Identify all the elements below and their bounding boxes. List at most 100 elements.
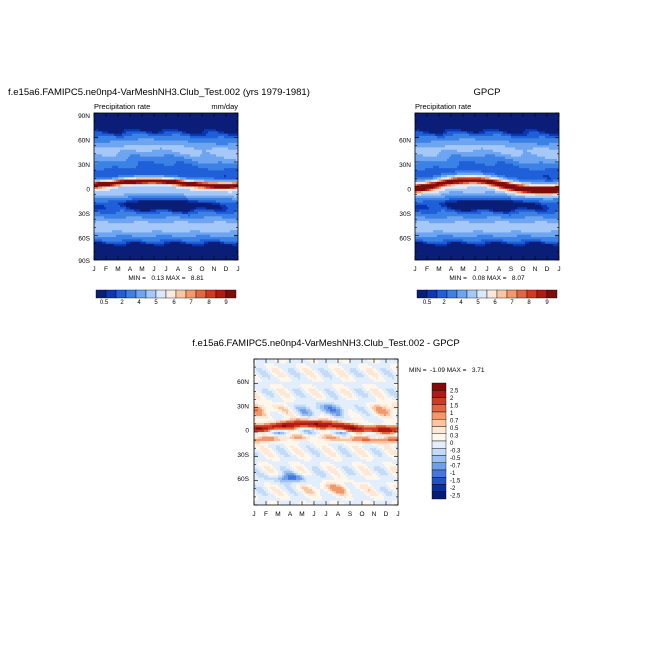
field-cell (192, 191, 195, 194)
field-cell (94, 248, 97, 252)
field-cell (144, 115, 147, 118)
field-cell (194, 115, 197, 118)
field-cell (206, 257, 209, 260)
field-cell (212, 227, 215, 231)
field-cell (234, 234, 237, 238)
field-cell (222, 237, 225, 240)
field-cell (160, 181, 163, 185)
field-cell (132, 230, 135, 233)
field-cell (218, 165, 221, 169)
field-cell (200, 227, 203, 231)
field-cell (222, 145, 225, 148)
field-cell (198, 209, 201, 213)
field-cell (236, 250, 238, 254)
field-cell (226, 227, 229, 231)
field-cell (437, 113, 440, 116)
field-cell (220, 158, 223, 162)
field-cell (194, 186, 197, 190)
field-cell (124, 230, 127, 233)
field-cell (128, 126, 131, 130)
field-cell (200, 195, 203, 199)
field-cell (220, 216, 223, 220)
field-cell (96, 225, 99, 229)
field-cell (212, 165, 215, 169)
field-cell (94, 147, 97, 151)
field-cell (114, 158, 117, 162)
field-cell (140, 186, 143, 190)
field-cell (172, 184, 175, 187)
field-cell (170, 193, 173, 197)
field-cell (194, 253, 197, 256)
field-cell (120, 168, 123, 171)
field-cell (128, 147, 131, 151)
field-cell (174, 218, 177, 222)
field-cell (433, 115, 436, 118)
field-cell (184, 255, 187, 259)
field-cell (100, 225, 103, 229)
colorbar-label: 0.5 (100, 300, 109, 306)
field-cell (100, 253, 103, 256)
field-cell (148, 197, 151, 201)
field-cell (158, 138, 161, 141)
field-cell (114, 122, 117, 125)
field-cell (120, 214, 123, 217)
field-cell (154, 237, 157, 240)
field-cell (170, 175, 173, 178)
field-cell (220, 237, 223, 240)
field-cell (102, 133, 105, 137)
field-cell (236, 133, 238, 137)
field-cell (160, 209, 163, 213)
field-cell (142, 145, 145, 148)
field-cell (104, 133, 107, 137)
field-cell (142, 138, 145, 141)
field-cell (128, 172, 131, 176)
field-cell (142, 142, 145, 146)
field-cell (170, 177, 173, 180)
field-cell (100, 191, 103, 194)
field-cell (108, 193, 111, 197)
field-cell (152, 243, 155, 247)
field-cell (202, 170, 205, 174)
field-cell (176, 202, 179, 206)
field-cell (140, 209, 143, 213)
field-cell (202, 142, 205, 146)
field-cell (96, 207, 99, 210)
field-cell (230, 246, 233, 249)
field-cell (118, 133, 121, 137)
field-cell (138, 163, 141, 167)
field-cell (184, 188, 187, 192)
field-cell (210, 188, 213, 192)
field-cell (108, 204, 111, 208)
field-cell (198, 220, 201, 224)
field-cell (136, 223, 139, 226)
field-cell (116, 223, 119, 226)
field-cell (172, 195, 175, 199)
colorbar-swatch (165, 289, 177, 299)
field-cell (136, 152, 139, 155)
field-cell (102, 243, 105, 247)
field-cell (124, 243, 127, 247)
field-cell (114, 218, 117, 222)
field-cell (100, 230, 103, 233)
field-cell (234, 172, 237, 176)
field-cell (138, 207, 141, 210)
field-cell (232, 149, 235, 153)
field-cell (214, 145, 217, 148)
field-cell (154, 135, 157, 139)
field-cell (218, 250, 221, 254)
field-cell (98, 253, 101, 256)
field-cell (232, 218, 235, 222)
field-cell (162, 179, 165, 183)
field-cell (180, 175, 183, 178)
field-cell (176, 154, 179, 157)
field-cell (531, 117, 534, 121)
field-cell (186, 152, 189, 155)
field-cell (196, 207, 199, 210)
field-cell (176, 248, 179, 252)
field-cell (96, 223, 99, 226)
field-cell (104, 211, 107, 215)
field-cell (186, 113, 189, 116)
field-cell (234, 115, 237, 118)
field-cell (152, 165, 155, 169)
field-cell (178, 177, 181, 180)
